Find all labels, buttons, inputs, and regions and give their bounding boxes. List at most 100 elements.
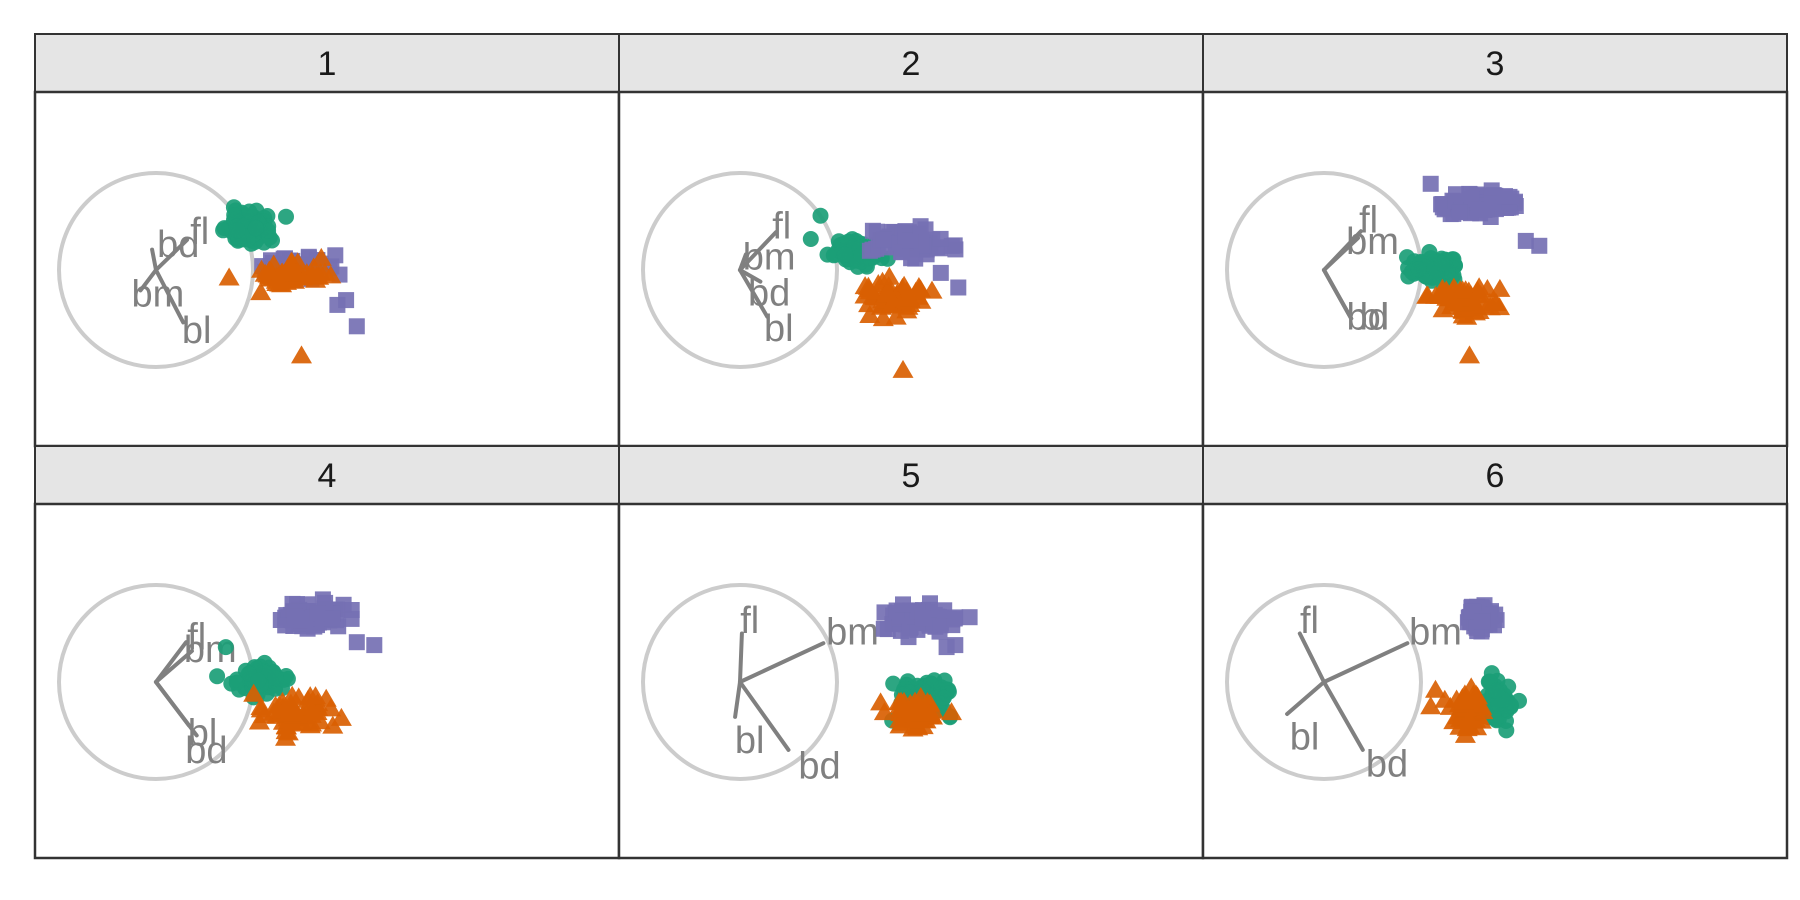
data-point: [1459, 345, 1480, 364]
data-point: [1473, 295, 1495, 314]
data-point: [875, 231, 892, 248]
data-point: [314, 262, 336, 281]
data-point: [229, 222, 246, 239]
axis-label-bd: bd: [185, 730, 227, 772]
data-point: [1410, 261, 1427, 278]
data-point: [279, 703, 301, 722]
panel-border: [617, 90, 1205, 448]
axis-label-bd: bd: [1366, 744, 1408, 786]
facet-label: 6: [1486, 457, 1505, 495]
data-point: [271, 262, 293, 281]
axis-label-bd: bd: [1347, 297, 1389, 339]
axis-line-bd: [1322, 680, 1365, 752]
axis-line-fl: [1297, 631, 1326, 684]
facet-label: 1: [318, 45, 337, 83]
data-point: [209, 668, 226, 685]
data-point: [889, 715, 911, 734]
points-layer: [1399, 175, 1548, 364]
axis-line-fl: [738, 631, 744, 684]
data-point: [961, 609, 978, 626]
data-point: [1483, 182, 1500, 199]
axis-label-bm: bm: [1346, 221, 1399, 263]
data-point: [892, 359, 914, 378]
facet-panel: 6 fl bm bl bd: [1201, 445, 1789, 860]
data-point: [1433, 255, 1450, 272]
data-point: [1451, 204, 1468, 221]
axis-label-fl: fl: [1359, 200, 1378, 242]
data-point: [932, 230, 949, 247]
axis-label-bl: bl: [735, 720, 765, 762]
data-point: [285, 263, 307, 282]
axis-line-bd: [738, 680, 791, 752]
data-point: [912, 716, 934, 735]
data-point: [932, 264, 949, 281]
axis-label-bl: bl: [1290, 716, 1320, 758]
axis-label-bl: bl: [1360, 297, 1390, 339]
data-point: [873, 702, 895, 721]
axis-circle: [641, 171, 839, 369]
data-point: [885, 675, 902, 692]
axis-line-bm: [154, 649, 194, 684]
data-point: [1434, 689, 1456, 708]
panel-border: [1201, 90, 1789, 448]
data-point: [348, 634, 365, 651]
data-point: [921, 280, 943, 299]
data-point: [836, 246, 853, 263]
axis-label-fl: fl: [772, 205, 791, 247]
facet-label: 4: [318, 457, 337, 495]
axis-line-bm: [138, 268, 158, 293]
data-point: [1456, 718, 1478, 737]
data-point: [217, 639, 234, 656]
data-point: [1497, 188, 1513, 205]
data-point: [327, 247, 344, 264]
data-point: [267, 668, 284, 685]
data-point: [896, 300, 918, 319]
data-point: [286, 608, 303, 625]
data-point: [932, 615, 949, 631]
data-point: [243, 683, 265, 702]
facet-label: 5: [902, 457, 921, 495]
axis-line-bm: [1322, 236, 1360, 272]
data-point: [1452, 691, 1474, 710]
points-layer: [215, 199, 365, 364]
data-point: [309, 605, 326, 622]
data-point: [250, 697, 272, 715]
axis-line-fl: [154, 237, 189, 272]
axis-line-bl: [1322, 268, 1354, 321]
facet-strip: [1202, 445, 1788, 505]
axis-line-bl: [154, 268, 186, 325]
axis-circle: [641, 583, 839, 781]
axis-circle: [1225, 583, 1423, 781]
data-point: [1434, 196, 1451, 212]
axis-line-bd: [150, 247, 158, 272]
data-point: [1474, 613, 1491, 630]
data-point: [914, 610, 931, 627]
data-point: [1488, 682, 1505, 699]
data-point: [299, 697, 321, 716]
axis-label-fl: fl: [1300, 600, 1319, 642]
data-point: [228, 674, 245, 691]
facet-label: 3: [1486, 45, 1505, 83]
data-point: [275, 727, 296, 746]
data-point: [895, 596, 911, 613]
data-point: [908, 277, 930, 295]
data-point: [329, 296, 346, 313]
data-point: [1484, 195, 1500, 212]
axis-label-bm: bm: [826, 612, 879, 654]
data-point: [936, 602, 953, 619]
facet-strip: [34, 33, 620, 93]
axis-line-bd: [154, 680, 199, 738]
data-point: [218, 267, 240, 286]
data-point: [1517, 232, 1534, 249]
axis-label-bl: bl: [764, 308, 794, 350]
axis-label-bd: bd: [748, 272, 790, 314]
axis-label-bl: bl: [182, 310, 212, 352]
data-point: [247, 220, 264, 237]
axis-line-bl: [1285, 680, 1326, 716]
points-layer: [1420, 597, 1527, 743]
axis-line-bl: [733, 680, 742, 719]
